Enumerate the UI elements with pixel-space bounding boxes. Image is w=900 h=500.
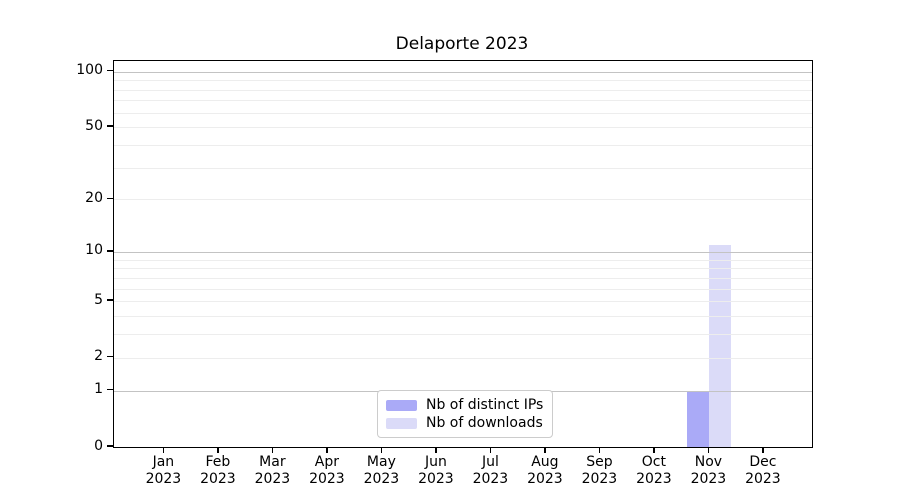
x-tick-label: May 2023	[352, 454, 410, 487]
gridline-minor	[114, 334, 812, 336]
gridline-minor	[114, 259, 812, 261]
x-tick-label: Apr 2023	[298, 454, 356, 487]
y-tick-mark	[107, 299, 113, 301]
gridline-minor	[114, 277, 812, 279]
x-tick-month: Nov	[694, 454, 723, 470]
y-tick-label: 0	[94, 437, 103, 454]
x-tick-month: May	[366, 454, 396, 470]
y-tick-label: 20	[85, 189, 103, 206]
x-tick-month: Jul	[481, 454, 499, 470]
gridline-minor	[114, 316, 812, 318]
y-tick-mark	[107, 69, 113, 72]
x-tick-mark	[544, 447, 546, 453]
x-tick-mark	[162, 447, 165, 453]
y-tick-label: 10	[85, 242, 103, 259]
y-tick-label: 5	[94, 291, 103, 308]
y-tick-label: 1	[94, 381, 103, 398]
x-tick-mark	[707, 447, 710, 453]
gridline-minor	[114, 301, 812, 303]
x-tick-year: 2023	[145, 470, 182, 487]
x-tick-month: Aug	[531, 454, 559, 470]
x-tick-mark	[326, 447, 328, 453]
chart-title: Delaporte 2023	[395, 34, 529, 54]
gridline-minor	[114, 167, 812, 169]
bar-nb-of-distinct-ips-nov-2023	[687, 390, 710, 447]
x-tick-label: Feb 2023	[189, 454, 247, 487]
y-tick-mark	[107, 355, 113, 358]
x-tick-mark	[653, 447, 655, 453]
legend-swatch	[386, 417, 417, 429]
x-tick-year: 2023	[363, 470, 400, 487]
legend-item: Nb of distinct IPs	[386, 396, 543, 414]
x-tick-year: 2023	[418, 470, 454, 487]
gridline-minor	[114, 268, 812, 270]
x-tick-label: Dec 2023	[734, 454, 792, 487]
x-tick-label: Aug 2023	[516, 454, 574, 487]
x-tick-mark	[762, 447, 764, 453]
legend: Nb of distinct IPs Nb of downloads	[377, 390, 554, 438]
x-tick-mark	[380, 447, 383, 453]
bar-nb-of-downloads-nov-2023	[709, 244, 732, 447]
x-tick-month: Dec	[749, 454, 777, 470]
x-tick-label: Jan 2023	[134, 454, 192, 487]
x-tick-month: Mar	[259, 454, 286, 470]
y-tick-label: 100	[76, 62, 103, 79]
gridline-minor	[114, 112, 812, 114]
legend-swatch	[386, 399, 417, 411]
gridline-minor	[114, 80, 812, 82]
x-tick-year: 2023	[254, 470, 291, 487]
y-tick-mark	[107, 388, 113, 391]
x-tick-mark	[217, 447, 219, 453]
x-tick-month: Jan	[152, 454, 175, 470]
y-tick-label: 50	[85, 117, 103, 134]
gridline-minor	[114, 100, 812, 102]
x-tick-month: Apr	[314, 454, 339, 470]
gridline-minor	[114, 127, 812, 129]
x-tick-mark	[598, 447, 601, 453]
gridline-major	[114, 251, 812, 253]
x-tick-year: 2023	[581, 470, 618, 487]
x-tick-year: 2023	[200, 470, 236, 487]
gridline-minor	[114, 144, 812, 146]
x-tick-year: 2023	[690, 470, 727, 487]
y-tick-mark	[107, 197, 113, 200]
x-tick-year: 2023	[745, 470, 781, 487]
x-tick-label: Oct 2023	[625, 454, 683, 487]
y-tick-label: 2	[94, 348, 103, 365]
x-tick-year: 2023	[527, 470, 563, 487]
x-tick-month: Jun	[424, 454, 447, 470]
x-tick-month: Sep	[586, 454, 613, 470]
x-tick-label: Nov 2023	[679, 454, 737, 487]
x-tick-label: Sep 2023	[570, 454, 628, 487]
x-tick-mark	[435, 447, 437, 453]
x-tick-mark	[489, 447, 492, 453]
gridline-minor	[114, 357, 812, 359]
x-tick-month: Feb	[205, 454, 231, 470]
gridline-major	[114, 71, 812, 73]
x-tick-year: 2023	[472, 470, 509, 487]
legend-label: Nb of distinct IPs	[426, 397, 544, 413]
gridline-minor	[114, 89, 812, 91]
y-tick-mark	[107, 445, 113, 447]
x-tick-label: Mar 2023	[243, 454, 301, 487]
y-tick-mark	[107, 250, 113, 252]
gridline-minor	[114, 288, 812, 290]
x-tick-mark	[271, 447, 274, 453]
x-tick-year: 2023	[309, 470, 345, 487]
x-tick-year: 2023	[636, 470, 672, 487]
x-tick-month: Oct	[641, 454, 666, 470]
x-tick-label: Jul 2023	[461, 454, 519, 487]
legend-item: Nb of downloads	[386, 414, 543, 432]
x-tick-label: Jun 2023	[407, 454, 465, 487]
gridline-minor	[114, 199, 812, 201]
legend-label: Nb of downloads	[426, 415, 543, 431]
y-tick-mark	[107, 125, 113, 127]
